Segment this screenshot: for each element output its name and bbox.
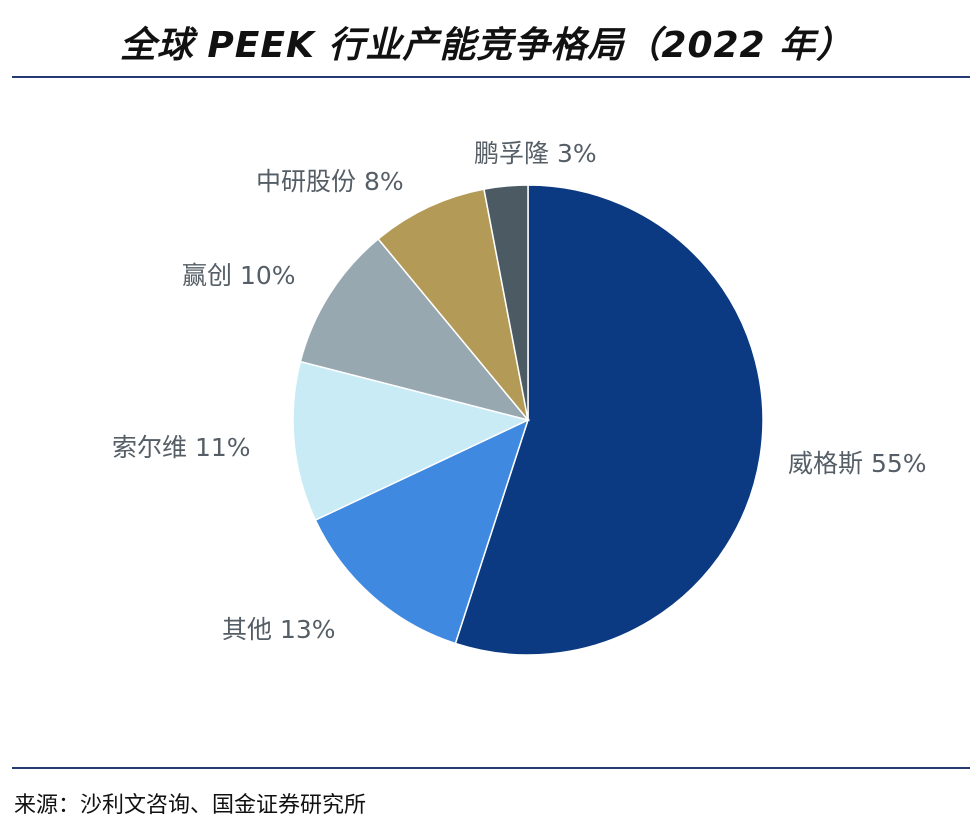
- pie-slice: [483, 184, 529, 421]
- pie-slice: [454, 184, 764, 656]
- pie-slice: [299, 237, 531, 422]
- slice-label: 中研股份 8%: [256, 167, 404, 196]
- slice-label: 赢创 10%: [182, 261, 296, 290]
- chart-title: 全球 PEEK 行业产能竞争格局（2022 年）: [119, 25, 854, 66]
- slice-label: 威格斯 55%: [788, 449, 927, 478]
- slice-label: 索尔维 11%: [112, 433, 251, 462]
- slice-label: 鹏孚隆 3%: [474, 139, 597, 168]
- source-divider: [12, 767, 970, 769]
- pie-slice: [314, 418, 530, 645]
- slice-label: 其他 13%: [222, 615, 336, 644]
- pie-slice: [292, 360, 531, 522]
- pie-slice: [377, 188, 529, 421]
- title-divider: [12, 76, 970, 78]
- source-note: 来源：沙利文咨询、国金证券研究所: [14, 793, 367, 818]
